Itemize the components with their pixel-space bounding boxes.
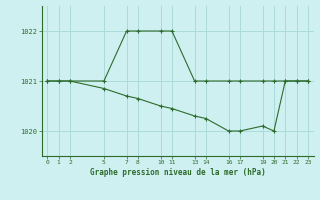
- X-axis label: Graphe pression niveau de la mer (hPa): Graphe pression niveau de la mer (hPa): [90, 168, 266, 177]
